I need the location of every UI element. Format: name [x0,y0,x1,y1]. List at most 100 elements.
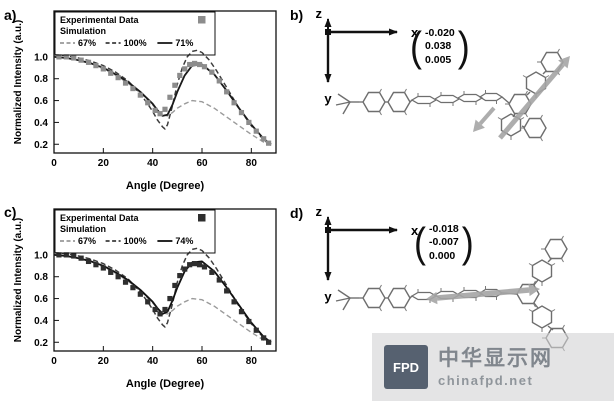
series-experimental-data-point [167,295,173,302]
series-experimental-data-point [201,64,208,70]
bond [342,297,351,311]
series-experimental-data-point [162,106,168,112]
x-axis-title: Angle (Degree) [126,180,205,192]
series-experimental-data-point [246,318,252,325]
panel-label-b: b) [290,7,304,23]
ring [362,91,386,113]
dipole-vector-b: ( -0.020 0.038 0.005 ) [410,22,470,71]
x-tick-label: 40 [147,356,159,367]
series-experimental-data-point [152,107,158,113]
bond [533,302,539,309]
panel-b-figure: x y z [316,6,570,142]
watermark-text: 中华显示网 chinafpd.net [438,346,553,387]
series-experimental-data-point [137,291,143,297]
series-experimental-data-point [187,61,193,68]
legend-experimental-label: Experimental Data [60,15,140,25]
y-tick-label: 1.0 [34,52,48,63]
watermark-logo: FPD [384,345,428,389]
z-axis-label: z [316,6,323,21]
series-experimental-data-point [85,258,92,265]
series-experimental-data-point [196,61,203,68]
bond [501,96,510,104]
flat-ring [433,94,461,104]
series-experimental-data-point [115,274,121,280]
series-experimental-data-point [231,100,237,106]
h-tick [525,90,528,95]
h-tick [562,324,565,329]
bond [342,101,351,115]
series-experimental-data-point [122,279,129,285]
dipole-arrow-head [558,56,570,69]
series-experimental-data-point [63,54,69,60]
h-tick [557,48,560,53]
series-100pct-line [53,247,272,345]
legend-box [54,209,216,254]
series-experimental-data-point [162,306,168,313]
flat-ring [410,95,438,105]
series-experimental-data-point [224,288,230,294]
watermark-logo-text: FPD [393,359,419,375]
series-experimental-data-point [216,78,222,84]
h-tick [551,263,556,266]
axes-origin [325,227,331,233]
series-experimental-data-point [182,266,188,272]
dipole-arrow-shaft [478,106,496,126]
series-experimental-data-point [71,55,77,61]
series-experimental-data-point [56,252,62,258]
plot-frame [53,208,277,352]
h-tick [404,88,407,93]
x-tick-label: 20 [98,158,110,169]
vector-d-y: -0.007 [429,236,459,249]
dipole-vector-d: ( -0.018 -0.007 0.000 ) [414,219,474,266]
panel-label-a: a) [4,7,17,23]
series-67pct-line [53,56,272,147]
series-experimental-data-point [137,92,143,98]
x-tick-label: 40 [147,158,159,169]
series-experimental-data-point [192,261,198,267]
series-67pct-line [53,254,272,345]
series-experimental-data-point [216,277,222,283]
y-tick-label: 0.8 [34,74,48,85]
series-experimental-data-point [266,140,272,146]
coordinate-axes-d: x y z [316,204,420,304]
bond [547,325,554,331]
series-experimental-data-point [157,111,163,117]
legend-simulation-label: Simulation [60,26,106,36]
h-tick [404,284,407,289]
y-tick-label: 0.4 [34,118,48,129]
series-experimental-data-point [177,72,183,79]
series-experimental-data-point [157,311,163,317]
molecule-d [335,235,569,352]
series-experimental-data-point [224,89,230,95]
dipole-arrow-shaft [498,62,565,140]
x-tick-label: 60 [196,158,208,169]
x-tick-label: 20 [98,356,110,367]
ring [387,91,411,113]
series-experimental-data-point [261,136,267,142]
vector-b-z: 0.005 [425,53,452,66]
close-paren: ) [457,22,470,71]
y-axis-label: y [324,91,332,106]
series-experimental-data-point [182,66,188,72]
series-experimental-data-point [130,85,136,92]
flat-ring [478,92,504,102]
series-experimental-data-point [85,59,92,65]
h-tick [379,88,382,93]
h-tick [545,75,550,78]
series-experimental-data-point [246,119,252,126]
h-tick [379,284,382,289]
y-axis-label: y [324,289,332,304]
vector-d-z: 0.000 [429,249,456,262]
legend-entry-label: 67% [78,236,96,246]
series-experimental-data-point [266,339,272,345]
series-experimental-data-point [253,327,259,333]
vector-d-x: -0.018 [429,222,459,235]
h-tick [379,111,382,116]
h-tick [404,111,407,116]
coordinate-axes-b: x y z [316,6,420,106]
x-tick-label: 0 [51,158,57,169]
h-tick [379,307,382,312]
x-axis-title: Angle (Degree) [126,378,205,390]
series-experimental-data-point [78,255,84,261]
h-tick [561,235,564,240]
